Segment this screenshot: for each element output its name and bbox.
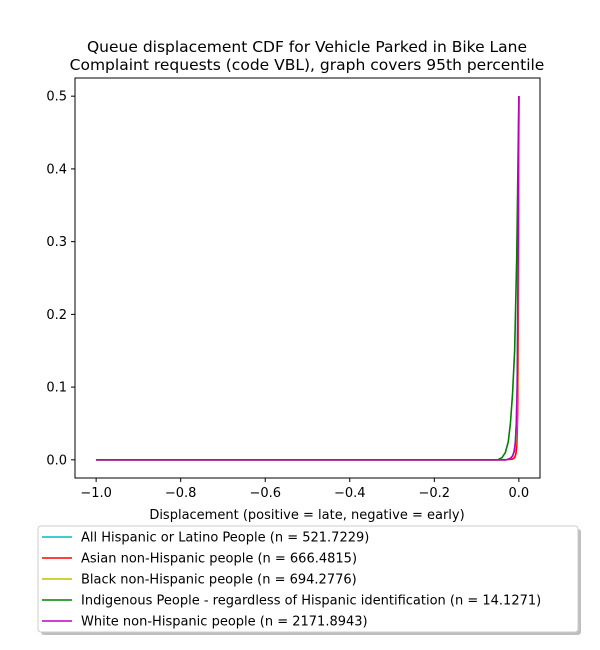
x-tick-label: −0.4	[334, 486, 366, 501]
x-tick-label: −0.2	[419, 486, 451, 501]
y-tick-label: 0.2	[46, 308, 67, 323]
legend-label-all-hispanic-or-latino-people-n-521-7229: All Hispanic or Latino People (n = 521.7…	[81, 531, 369, 546]
y-tick-label: 0.0	[46, 453, 67, 468]
legend-label-white-non-hispanic-people-n-2171-8943: White non-Hispanic people (n = 2171.8943…	[81, 615, 368, 630]
series-line-white-non-hispanic-people-n-2171-8943	[96, 96, 520, 461]
chart-title-line-2: Complaint requests (code VBL), graph cov…	[70, 56, 545, 74]
series-line-indigenous-people-regardless-of-hispanic	[96, 96, 520, 461]
series-line-all-hispanic-or-latino-people-n-521-7229	[96, 96, 520, 461]
y-tick-label: 0.4	[46, 162, 67, 177]
legend-label-indigenous-people-regardless-of-hispanic: Indigenous People - regardless of Hispan…	[81, 594, 541, 609]
y-tick-label: 0.5	[46, 90, 67, 105]
x-tick-label: 0.0	[509, 486, 530, 501]
y-tick-label: 0.3	[46, 235, 67, 250]
x-axis-ticks: −1.0 −0.8 −0.6 −0.4 −0.2 0.0	[80, 478, 529, 501]
y-tick-label: 0.1	[46, 381, 67, 396]
series-line-black-non-hispanic-people-n-694-2776	[96, 96, 520, 461]
chart-title: Queue displacement CDF for Vehicle Parke…	[70, 38, 545, 74]
y-axis-ticks: 0.0 0.1 0.2 0.3 0.4 0.5	[46, 90, 75, 468]
x-axis-label: Displacement (positive = late, negative …	[149, 508, 464, 523]
series-layer	[96, 96, 520, 461]
chart-title-line-1: Queue displacement CDF for Vehicle Parke…	[87, 38, 527, 56]
legend-box	[37, 525, 579, 633]
legend: All Hispanic or Latino People (n = 521.7…	[37, 525, 581, 635]
x-tick-label: −1.0	[80, 486, 112, 501]
series-line-asian-non-hispanic-people-n-666-4815	[96, 96, 520, 461]
x-tick-label: −0.6	[249, 486, 281, 501]
legend-label-asian-non-hispanic-people-n-666-4815: Asian non-Hispanic people (n = 666.4815)	[81, 552, 357, 567]
x-tick-label: −0.8	[165, 486, 197, 501]
legend-label-black-non-hispanic-people-n-694-2776: Black non-Hispanic people (n = 694.2776)	[81, 573, 357, 588]
plot-frame	[74, 77, 541, 479]
legend-items: All Hispanic or Latino People (n = 521.7…	[42, 531, 541, 630]
